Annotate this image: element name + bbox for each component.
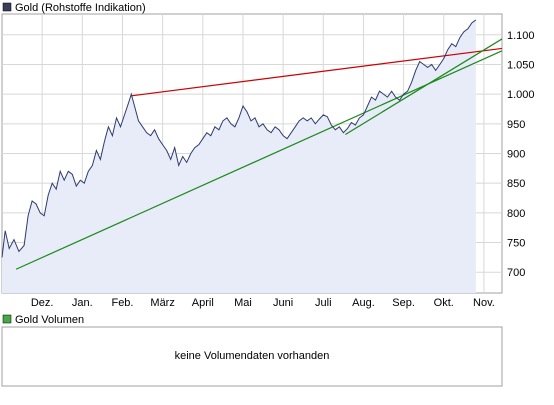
- x-tick-label: März: [150, 297, 174, 309]
- price-area: [2, 19, 476, 294]
- x-tick-label: Mai: [234, 297, 252, 309]
- trend-line-1: [130, 47, 503, 97]
- x-tick-label: Okt.: [434, 297, 454, 309]
- volume-marker-icon: [2, 314, 12, 324]
- y-axis-labels: 700 750 800 850 900 950 1.000 1.050 1.100: [507, 30, 535, 279]
- trend-line-3: [345, 38, 503, 136]
- volume-panel: [1, 326, 503, 387]
- y-tick-label: 1.100: [507, 30, 535, 42]
- title-marker-icon: [2, 2, 12, 12]
- x-tick-label: Feb.: [111, 297, 133, 309]
- x-tick-label: Juni: [273, 297, 293, 309]
- chart-title: Gold (Rohstoffe Indikation): [15, 2, 146, 14]
- y-tick-label: 950: [507, 119, 525, 131]
- volume-title: Gold Volumen: [15, 314, 84, 326]
- y-tick-label: 800: [507, 208, 525, 220]
- y-tick-label: 1.000: [507, 89, 535, 101]
- trend-lines: [15, 38, 503, 270]
- x-tick-label: Aug.: [352, 297, 375, 309]
- volume-message: keine Volumendaten vorhanden: [175, 350, 330, 362]
- y-tick-label: 750: [507, 238, 525, 250]
- y-tick-label: 1.050: [507, 59, 535, 71]
- x-axis-labels: Dez. Jan. Feb. März April Mai Juni Juli Aug. Sep.…: [31, 297, 495, 309]
- x-tick-label: Sep.: [392, 297, 415, 309]
- y-tick-label: 900: [507, 149, 525, 161]
- y-tick-label: 700: [507, 267, 525, 279]
- y-tick-label: 850: [507, 178, 525, 190]
- x-tick-label: Dez.: [31, 297, 54, 309]
- x-tick-label: April: [192, 297, 214, 309]
- x-tick-label: Juli: [315, 297, 332, 309]
- price-line: [1, 19, 477, 258]
- x-tick-label: Nov.: [473, 297, 495, 309]
- trend-line-2: [15, 50, 503, 270]
- x-tick-label: Jan.: [72, 297, 93, 309]
